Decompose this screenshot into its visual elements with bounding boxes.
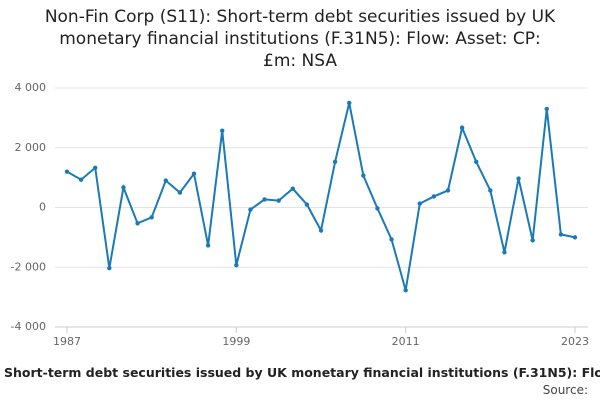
data-point: [121, 185, 126, 190]
x-tick-label: 1987: [53, 335, 81, 348]
chart-title: Non-Fin Corp (S11): Short-term debt secu…: [45, 7, 556, 27]
data-point: [234, 262, 239, 268]
data-point: [431, 194, 437, 199]
data-point: [177, 190, 183, 195]
x-tick-label: 2023: [561, 335, 589, 348]
data-point: [502, 250, 507, 255]
x-tick-label: 2011: [392, 335, 420, 348]
data-point: [93, 165, 98, 170]
data-point: [149, 215, 154, 220]
data-point: [445, 188, 451, 193]
data-point: [205, 243, 211, 248]
chart-title: monetary financial institutions (F.31N5)…: [59, 29, 541, 49]
data-point: [304, 202, 310, 207]
data-point: [516, 176, 521, 181]
x-tick-label: 1999: [222, 335, 250, 348]
data-point: [347, 100, 352, 106]
data-point: [558, 232, 564, 237]
data-point: [191, 171, 197, 176]
y-tick-label: 2 000: [15, 141, 47, 154]
y-tick-label: 0: [39, 201, 46, 214]
data-point: [163, 178, 168, 183]
data-point: [544, 106, 549, 112]
data-point: [389, 237, 394, 242]
data-point: [530, 238, 535, 243]
data-point: [572, 235, 578, 240]
data-point: [220, 128, 225, 133]
data-point: [135, 221, 140, 226]
data-point: [488, 188, 493, 193]
data-point: [248, 207, 253, 212]
data-point: [290, 186, 295, 191]
data-point: [417, 201, 422, 206]
y-tick-label: -4 000: [11, 320, 46, 333]
y-tick-label: -2 000: [11, 260, 46, 273]
footer-text: Short-term debt securities issued by UK …: [4, 365, 600, 380]
data-point: [78, 177, 84, 182]
data-point: [459, 125, 465, 130]
data-point: [375, 206, 380, 211]
data-point: [64, 169, 70, 174]
data-point: [107, 265, 112, 271]
data-point: [276, 198, 281, 203]
data-point: [318, 228, 324, 233]
data-point: [474, 159, 479, 164]
chart-title: £m: NSA: [263, 51, 337, 71]
source-text: Source:: [543, 383, 588, 397]
data-point: [361, 173, 366, 178]
y-tick-label: 4 000: [15, 81, 47, 94]
data-point: [332, 159, 338, 164]
data-point: [262, 197, 267, 202]
data-line: [66, 102, 576, 291]
data-point: [403, 288, 408, 293]
